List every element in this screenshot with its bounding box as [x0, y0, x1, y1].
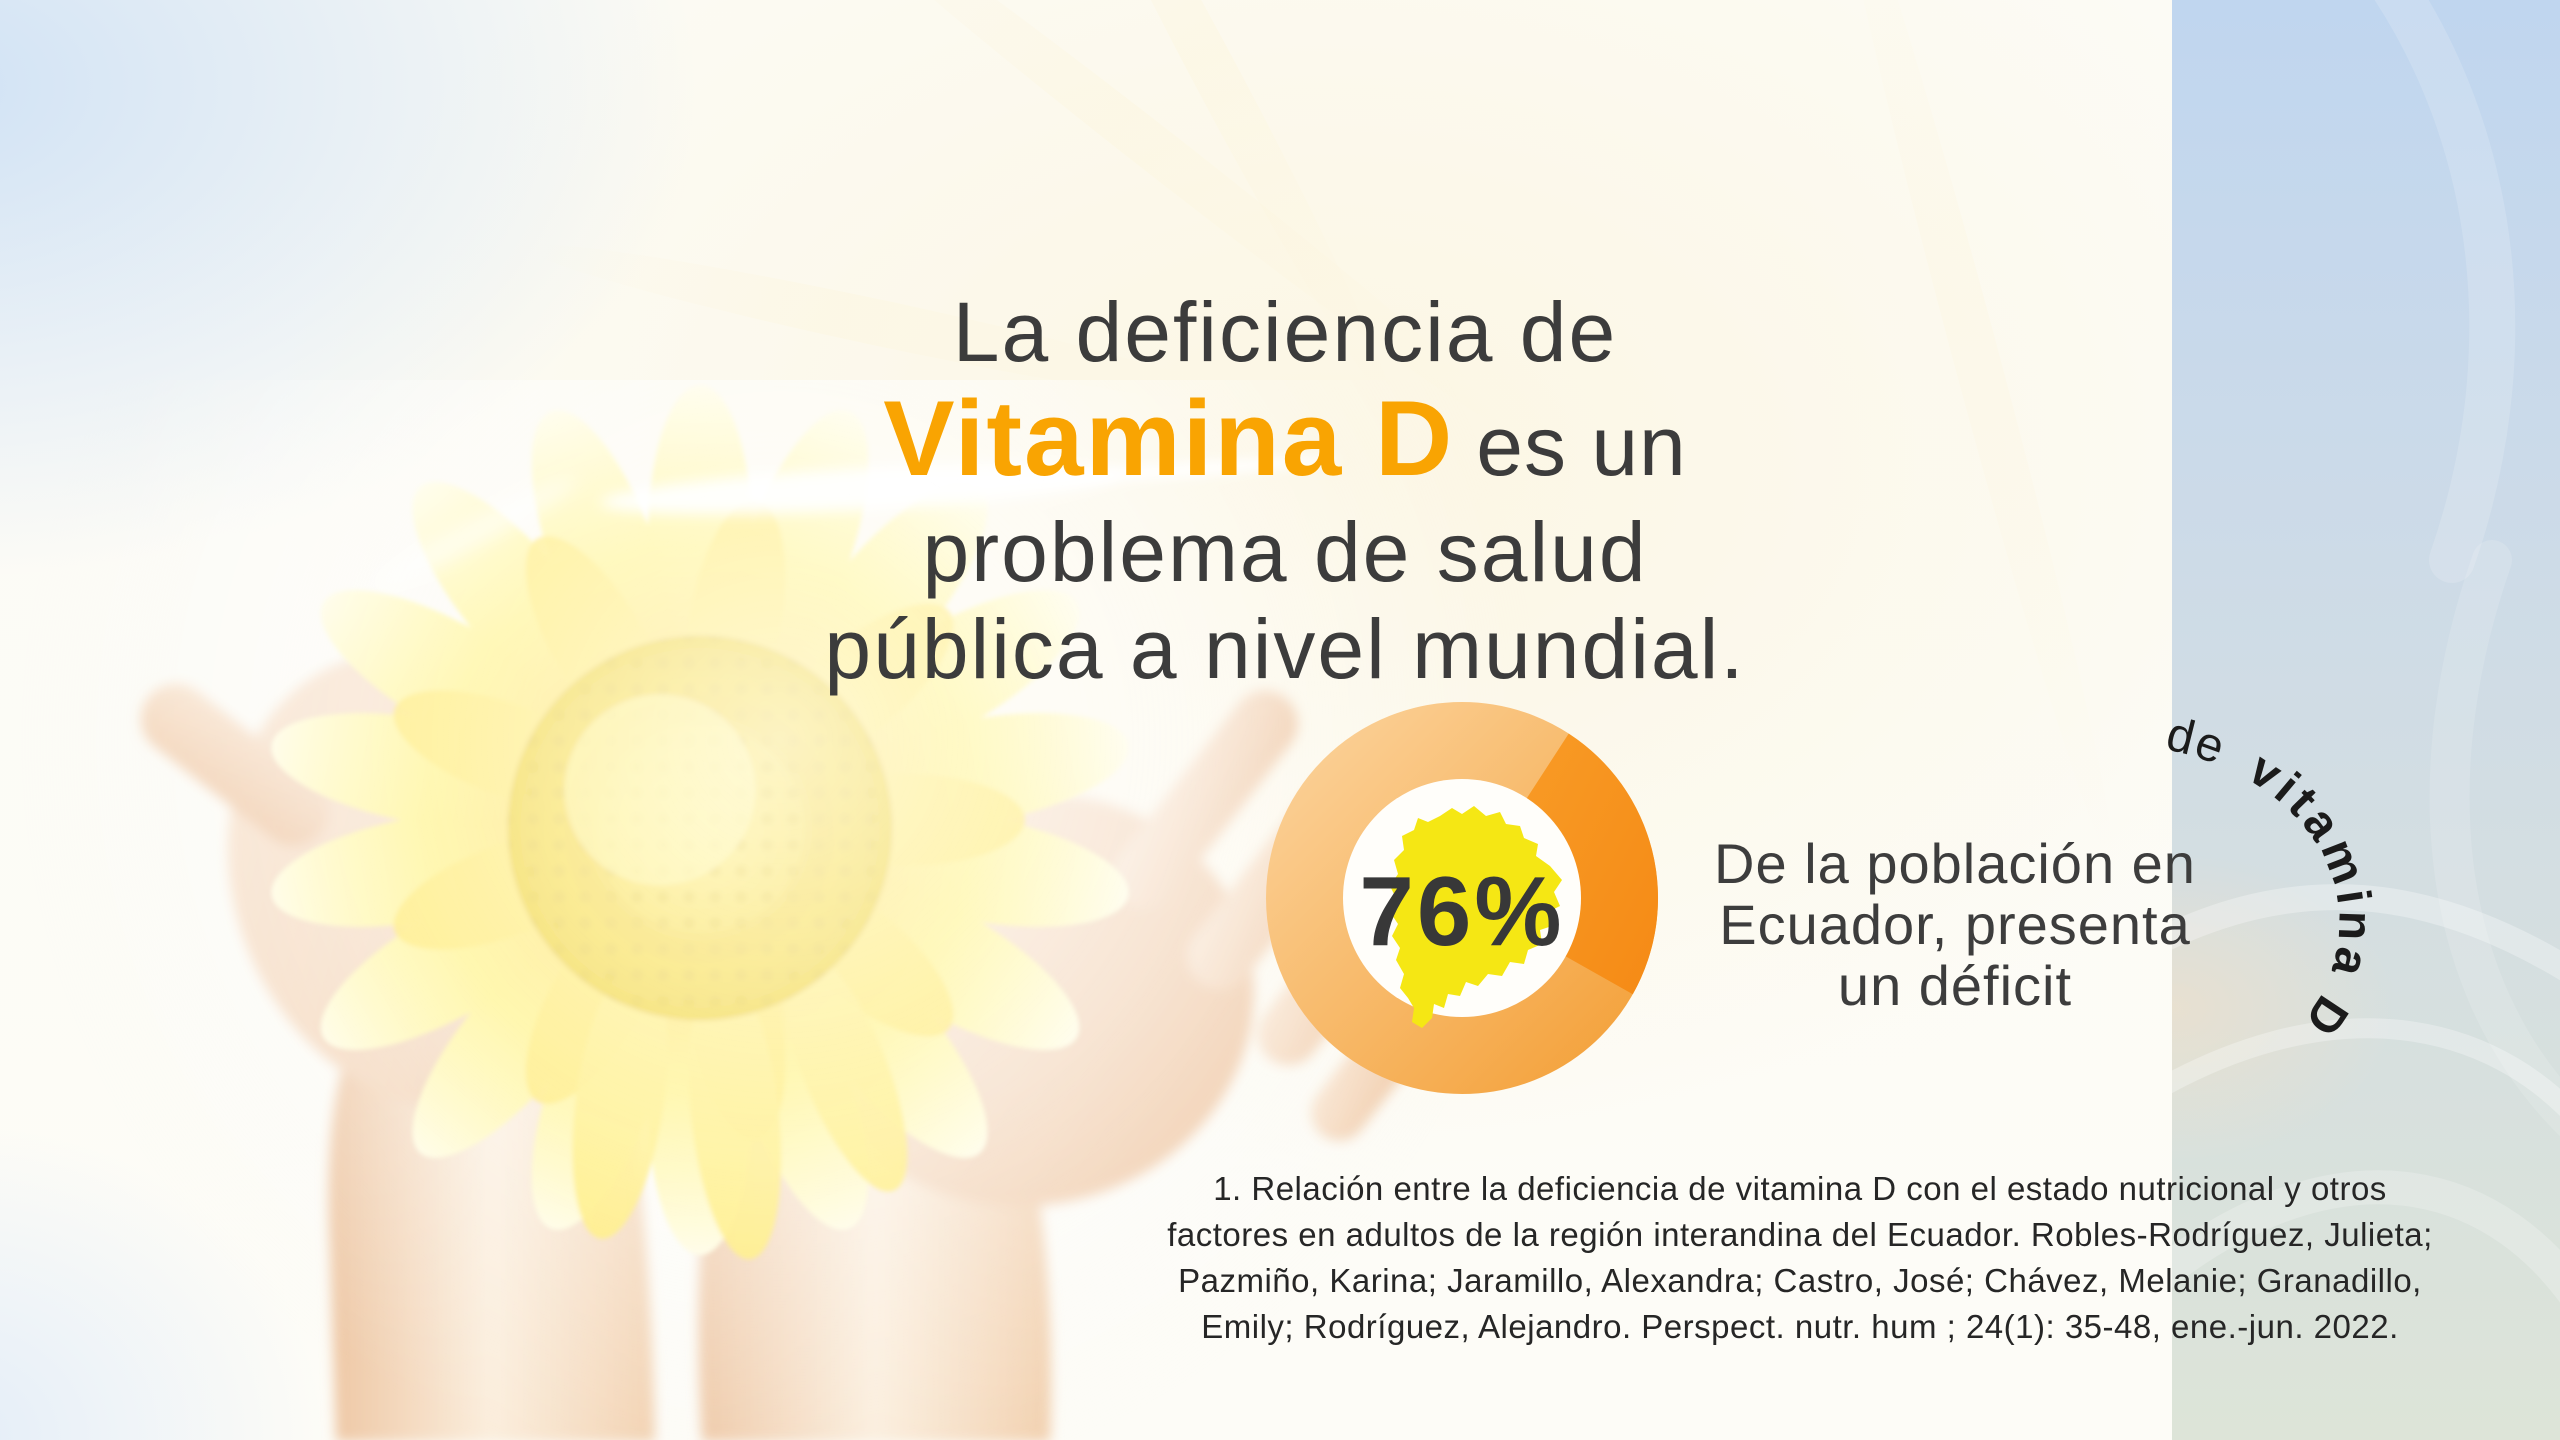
headline-line-3: problema de salud	[922, 505, 1648, 599]
curved-label-bold: vitamina D	[2240, 742, 2382, 1048]
right-blue-panel	[2172, 0, 2560, 1440]
citation-line-3: Pazmiño, Karina; Jaramillo, Alexandra; C…	[1178, 1262, 2422, 1299]
curved-label: de vitamina D	[2161, 708, 2381, 1049]
stat-line-2: Ecuador, presenta	[1719, 893, 2191, 956]
curved-label-prefix: de	[2161, 708, 2233, 776]
panel-swirl-decoration	[2172, 0, 2560, 1303]
headline-line-4: pública a nivel mundial.	[824, 602, 1746, 696]
donut-center-value: 76%	[1359, 856, 1564, 966]
ecuador-map-icon	[1390, 806, 1562, 1028]
stat-line-3: un déficit	[1837, 954, 2073, 1017]
donut-chart: 76%	[1266, 702, 1659, 1094]
headline-highlight-vitamina-d: Vitamina D	[883, 378, 1455, 498]
headline-line-2-rest: es un	[1476, 399, 1687, 493]
donut-slice-24-percent	[1526, 733, 1659, 995]
svg-text:de vitamina D: de vitamina D	[2161, 708, 2381, 1049]
citation-line-1: 1. Relación entre la deficiencia de vita…	[1213, 1170, 2387, 1207]
headline-line-1: La deficiencia de	[952, 285, 1618, 379]
stat-line-1: De la población en	[1714, 832, 2196, 895]
citation: 1. Relación entre la deficiencia de vita…	[1150, 1166, 2450, 1350]
citation-line-2: factores en adultos de la región interan…	[1167, 1216, 2433, 1253]
citation-line-4: Emily; Rodríguez, Alejandro. Perspect. n…	[1201, 1308, 2399, 1345]
stat-text: De la población en Ecuador, presenta un …	[1690, 833, 2220, 1016]
